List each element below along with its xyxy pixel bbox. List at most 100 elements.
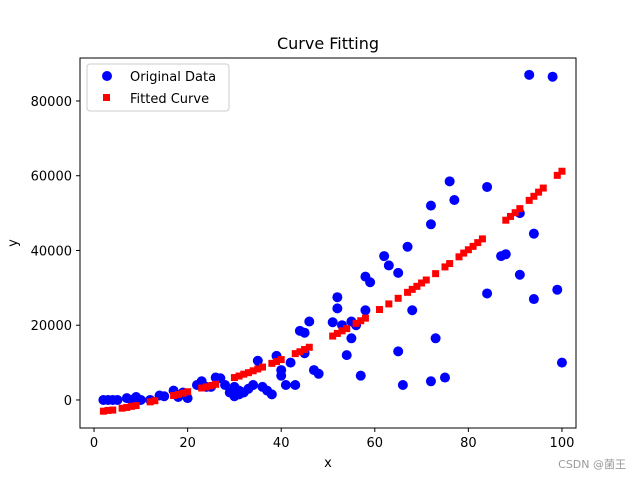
original-data-point: [439, 372, 450, 383]
original-data-point: [304, 316, 315, 327]
fitted-curve-point: [277, 356, 285, 364]
fitted-curve-point: [455, 253, 463, 261]
fitted-curve-point: [151, 397, 159, 405]
fitted-curve-point: [478, 235, 486, 243]
fitted-curve-point: [179, 389, 187, 397]
fitted-curve-point: [502, 216, 510, 224]
fitted-curve-point: [460, 249, 468, 257]
fitted-curve-point: [273, 357, 281, 365]
legend-box: [86, 63, 230, 112]
fitted-curve-point: [474, 239, 482, 247]
original-data-point: [327, 317, 338, 328]
original-data-point: [552, 284, 563, 295]
fitted-curve-point: [558, 167, 566, 175]
x-tick-label: 60: [367, 436, 384, 451]
fitted-curve-point: [109, 406, 117, 414]
fitted-curve-point: [301, 346, 309, 354]
original-data-point: [528, 228, 539, 239]
original-data-point: [430, 333, 441, 344]
original-data-point: [332, 292, 343, 303]
fitted-curve-point: [184, 388, 192, 396]
fitted-curve-point: [352, 319, 360, 327]
original-data-point: [556, 357, 567, 368]
fitted-curve-point: [404, 288, 412, 296]
original-data-point: [425, 200, 436, 211]
fitted-curve-point: [104, 406, 112, 414]
fitted-curve-point: [385, 300, 393, 308]
x-tick-label: 40: [273, 436, 290, 451]
original-data-point: [341, 350, 352, 361]
x-tick-label: 0: [90, 436, 98, 451]
fitted-curve-point: [198, 384, 206, 392]
fitted-curve-point: [118, 404, 126, 412]
fitted-curve-point: [530, 192, 538, 200]
legend-marker-original-data: [102, 71, 112, 81]
fitted-curve-point: [146, 398, 154, 406]
original-data-point: [482, 181, 493, 192]
original-data-point: [360, 305, 371, 316]
fitted-curve-point: [525, 196, 533, 204]
fitted-curve-point: [249, 367, 257, 375]
original-data-point: [365, 277, 376, 288]
original-data-point: [425, 376, 436, 387]
legend-marker-fitted-curve: [103, 94, 110, 101]
chart-title: Curve Fitting: [277, 34, 379, 53]
original-data-point: [285, 357, 296, 368]
fitted-curve-point: [408, 285, 416, 293]
fitted-curve-point: [535, 188, 543, 196]
fitted-curve-point: [357, 317, 365, 325]
x-axis: 0 20 40 60 80 100: [90, 428, 574, 451]
original-data-point: [407, 305, 418, 316]
original-data-point: [514, 269, 525, 280]
fitted-curve-point: [230, 374, 238, 382]
fitted-curve-point: [432, 270, 440, 278]
fitted-curve-point: [127, 402, 135, 410]
original-data-point: [547, 71, 558, 82]
original-data-point: [397, 380, 408, 391]
original-data-point: [332, 303, 343, 314]
original-data-point: [393, 346, 404, 357]
original-data-point: [425, 219, 436, 230]
original-data-point: [220, 380, 231, 391]
original-data-point: [524, 69, 535, 80]
fitted-curve-point: [539, 184, 547, 192]
original-data-point: [276, 370, 287, 381]
x-axis-label: x: [324, 456, 332, 471]
y-tick-label: 20000: [31, 319, 72, 334]
points-layer: [98, 69, 567, 415]
fitted-curve-point: [333, 329, 341, 337]
original-data-point: [280, 380, 291, 391]
fitted-curve-point: [394, 294, 402, 302]
original-data-point: [346, 333, 357, 344]
fitted-curve-point: [418, 279, 426, 287]
x-tick-label: 80: [460, 436, 477, 451]
fitted-curve-point: [343, 325, 351, 333]
original-data-point: [500, 249, 511, 260]
fitted-curve-point: [254, 365, 262, 373]
fitted-curve-point: [212, 380, 220, 388]
fitted-curve-point: [305, 343, 313, 351]
original-data-point: [402, 241, 413, 252]
fitted-curve-point: [413, 282, 421, 290]
fitted-curve-point: [375, 306, 383, 314]
fitted-curve-point: [441, 263, 449, 271]
fitted-curve-point: [329, 332, 337, 340]
y-tick-label: 0: [64, 394, 72, 409]
original-data-point: [248, 380, 259, 391]
original-data-point: [313, 368, 324, 379]
fitted-curve-point: [511, 209, 519, 217]
fitted-curve-point: [240, 370, 248, 378]
fitted-curve-point: [258, 363, 266, 371]
fitted-curve-point: [99, 407, 107, 415]
fitted-curve-point: [170, 391, 178, 399]
fitted-curve-point: [202, 383, 210, 391]
original-data-point: [266, 389, 277, 400]
y-axis-label: y: [6, 239, 21, 247]
x-tick-label: 20: [179, 436, 196, 451]
original-data-point: [159, 391, 170, 402]
fitted-curve-point: [338, 327, 346, 335]
x-tick-label: 100: [550, 436, 575, 451]
y-tick-label: 80000: [31, 95, 72, 110]
original-data-point: [482, 288, 493, 299]
